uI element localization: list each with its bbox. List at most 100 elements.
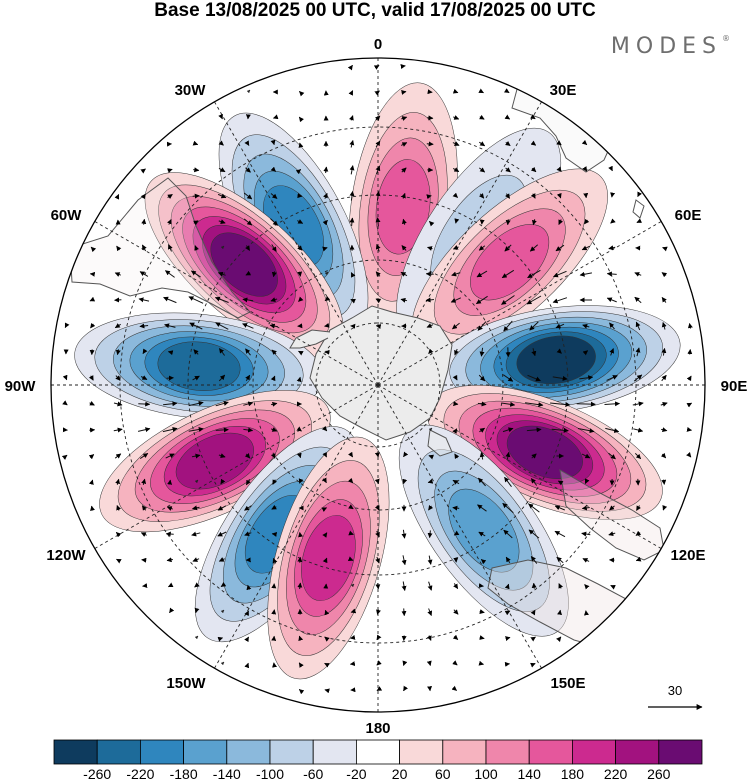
wind-arrow <box>271 531 278 537</box>
colorbar-swatch <box>442 739 487 765</box>
wind-arrow <box>426 141 434 147</box>
wind-arrow <box>556 636 562 642</box>
wind-arrow <box>297 271 303 277</box>
wind-arrow <box>452 505 460 511</box>
wind-arrow <box>427 89 433 95</box>
wind-arrow <box>579 375 594 381</box>
wind-arrow <box>218 374 226 382</box>
wind-arrow <box>297 245 303 251</box>
colorbar-swatch <box>528 739 573 765</box>
wind-arrow <box>375 165 381 175</box>
wind-arrow <box>555 323 565 329</box>
wind-arrow <box>114 194 120 200</box>
wind-arrow <box>323 166 329 174</box>
wind-arrow <box>270 453 276 459</box>
wind-arrow <box>88 454 95 460</box>
colorbar-label: 140 <box>518 766 542 782</box>
wind-arrow <box>661 296 667 303</box>
wind-arrow <box>168 244 173 252</box>
wind-arrow <box>374 478 380 485</box>
wind-arrow <box>403 451 409 458</box>
wind-arrow <box>271 244 277 252</box>
wind-arrow <box>400 142 408 147</box>
wind-arrow <box>634 272 642 277</box>
wind-arrow <box>167 193 173 199</box>
wind-arrow <box>576 401 596 407</box>
meridian-line <box>83 214 379 386</box>
wind-arrow <box>401 116 408 121</box>
wind-arrow <box>243 192 253 200</box>
wind-arrow <box>244 140 250 146</box>
anomaly-contour <box>506 425 583 480</box>
wind-arrow <box>505 219 511 226</box>
wind-arrow <box>530 609 536 616</box>
wind-arrow <box>687 323 693 329</box>
colorbar-labels: -260 -220 -180 -140 -100 -60 -20 20 60 100 140 180 2… <box>83 766 671 782</box>
wind-arrow <box>167 350 174 356</box>
anomaly-center <box>99 390 331 533</box>
wind-arrow <box>502 502 514 514</box>
meridian-line <box>377 384 673 556</box>
wind-arrow <box>556 192 562 199</box>
colorbar-label: -220 <box>126 766 154 782</box>
wind-arrow <box>322 246 328 252</box>
wind-arrow <box>686 452 692 458</box>
wind-arrow <box>166 557 173 563</box>
wind-arrow <box>270 193 278 199</box>
lon-120e: 120E <box>670 547 705 564</box>
wind-arrow <box>298 662 304 668</box>
wind-arrow <box>530 662 536 668</box>
wind-arrow <box>163 401 178 407</box>
wind-arrow <box>403 685 409 692</box>
wind-arrow <box>324 688 330 694</box>
wind-arrow <box>475 295 488 305</box>
wind-arrow <box>194 582 200 588</box>
colorbar-swatch <box>226 739 271 765</box>
lon-0: 0 <box>374 36 382 53</box>
meridian-line <box>377 214 673 386</box>
wind-arrow <box>215 427 229 433</box>
wind-arrow <box>244 636 250 643</box>
colorbar-swatch <box>139 739 184 765</box>
wind-arrow <box>528 503 540 513</box>
wind-arrow <box>530 193 536 199</box>
wind-arrow <box>244 610 249 617</box>
wind-arrow <box>452 141 460 146</box>
wind-arrow <box>427 555 433 565</box>
wind-arrow <box>350 608 357 614</box>
wind-arrow <box>298 142 304 149</box>
wind-arrow <box>453 583 459 590</box>
wind-arrow <box>452 634 459 640</box>
wind-arrow <box>141 557 147 563</box>
colorbar-label: 180 <box>561 766 585 782</box>
anomaly-center <box>411 168 608 356</box>
wind-arrow <box>350 583 355 588</box>
wind-arrow <box>220 661 225 666</box>
wind-arrow <box>531 219 537 226</box>
colorbar-swatch <box>399 739 444 765</box>
colorbar-swatch <box>615 739 660 765</box>
wind-arrow <box>270 218 278 226</box>
wind-arrow <box>89 296 96 302</box>
wind-arrow <box>324 295 331 302</box>
wind-arrow <box>478 477 486 487</box>
wind-arrow <box>605 427 620 433</box>
colorbar-label: 20 <box>392 766 408 782</box>
wind-arrow <box>214 296 229 303</box>
wind-arrow <box>427 246 433 251</box>
wind-arrow <box>191 453 201 459</box>
wind-arrow <box>140 193 146 200</box>
wind-arrow <box>243 427 254 433</box>
wind-arrow <box>554 505 565 511</box>
wind-arrow <box>244 453 251 459</box>
wind-arrow <box>242 323 254 329</box>
wind-arrow <box>167 479 173 485</box>
wind-arrow <box>321 477 327 484</box>
wind-arrow <box>190 270 201 278</box>
wind-arrow <box>505 451 511 460</box>
wind-arrow <box>217 193 227 199</box>
wind-arrow <box>400 297 408 303</box>
map-border <box>50 57 706 713</box>
wind-arrow <box>479 427 486 433</box>
